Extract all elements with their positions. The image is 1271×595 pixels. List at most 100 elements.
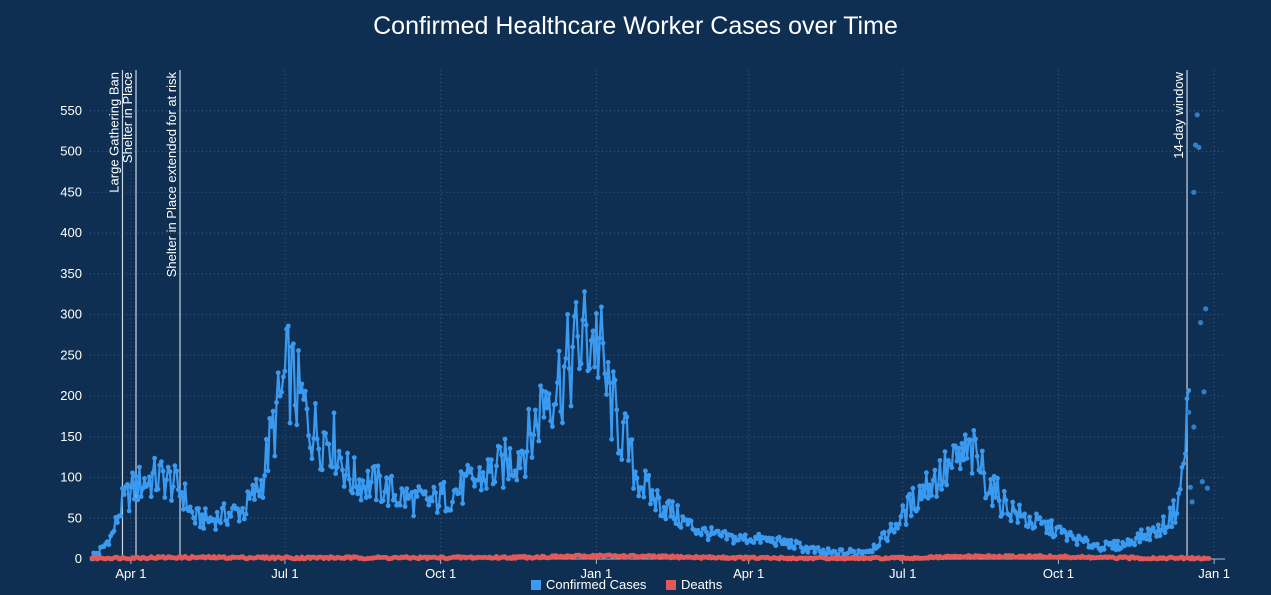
confirmed-cases-point bbox=[512, 468, 518, 474]
confirmed-cases-recent-point bbox=[1186, 409, 1192, 415]
confirmed-cases-point bbox=[1177, 486, 1183, 492]
confirmed-cases-point bbox=[392, 493, 398, 498]
confirmed-cases-point bbox=[380, 498, 386, 503]
confirmed-cases-point bbox=[592, 364, 598, 370]
confirmed-cases-point bbox=[433, 490, 438, 496]
confirmed-cases-point bbox=[192, 520, 198, 526]
confirmed-cases-point bbox=[189, 509, 195, 515]
confirmed-cases-point bbox=[453, 487, 459, 493]
confirmed-cases-point bbox=[812, 550, 818, 555]
confirmed-cases-point bbox=[1138, 527, 1144, 533]
confirmed-cases-point bbox=[472, 483, 477, 489]
confirmed-cases-point bbox=[514, 477, 520, 483]
confirmed-cases-point bbox=[548, 418, 554, 424]
confirmed-cases-point bbox=[314, 436, 320, 442]
confirmed-cases-point bbox=[573, 300, 579, 305]
confirmed-cases-point bbox=[277, 393, 283, 399]
confirmed-cases-recent-point bbox=[1199, 479, 1205, 485]
y-tick-label: 550 bbox=[60, 103, 82, 118]
confirmed-cases-point bbox=[649, 488, 655, 493]
confirmed-cases-point bbox=[529, 455, 535, 460]
confirmed-cases-point bbox=[358, 497, 364, 503]
confirmed-cases-point bbox=[815, 545, 821, 550]
confirmed-cases-point bbox=[785, 538, 790, 543]
confirmed-cases-point bbox=[179, 490, 185, 495]
confirmed-cases-point bbox=[507, 446, 513, 451]
confirmed-cases-point bbox=[698, 532, 704, 538]
confirmed-cases-point bbox=[309, 456, 315, 462]
confirmed-cases-point bbox=[932, 467, 938, 473]
confirmed-cases-point bbox=[917, 483, 922, 489]
confirmed-cases-point bbox=[563, 356, 569, 361]
confirmed-cases-point bbox=[522, 474, 528, 480]
confirmed-cases-point bbox=[313, 401, 318, 406]
confirmed-cases-point bbox=[137, 464, 142, 470]
confirmed-cases-point bbox=[839, 547, 845, 553]
confirmed-cases-point bbox=[927, 482, 933, 488]
confirmed-cases-point bbox=[373, 497, 379, 503]
confirmed-cases-point bbox=[1123, 542, 1129, 547]
confirmed-cases-point bbox=[1174, 511, 1180, 516]
confirmed-cases-point bbox=[705, 537, 711, 543]
confirmed-cases-point bbox=[675, 503, 680, 508]
confirmed-cases-point bbox=[367, 494, 372, 499]
confirmed-cases-point bbox=[709, 525, 714, 530]
confirmed-cases-point bbox=[930, 477, 936, 483]
confirmed-cases-point bbox=[269, 424, 274, 429]
confirmed-cases-point bbox=[304, 406, 310, 412]
confirmed-cases-point bbox=[375, 463, 381, 469]
confirmed-cases-point bbox=[974, 453, 980, 459]
confirmed-cases-point bbox=[150, 470, 156, 476]
confirmed-cases-point bbox=[218, 520, 224, 526]
confirmed-cases-point bbox=[942, 449, 948, 454]
confirmed-cases-point bbox=[458, 469, 464, 475]
confirmed-cases-point bbox=[412, 488, 418, 494]
x-tick-label: Apr 1 bbox=[115, 566, 146, 581]
confirmed-cases-point bbox=[214, 509, 220, 515]
confirmed-cases-point bbox=[546, 391, 552, 397]
confirmed-cases-point bbox=[702, 525, 708, 531]
confirmed-cases-point bbox=[595, 375, 601, 380]
confirmed-cases-point bbox=[1025, 524, 1031, 530]
confirmed-cases-point bbox=[1162, 530, 1168, 536]
legend-item-deaths[interactable]: Deaths bbox=[666, 577, 723, 592]
confirmed-cases-point bbox=[643, 468, 648, 474]
confirmed-cases-point bbox=[541, 414, 547, 420]
confirmed-cases-point bbox=[788, 537, 794, 543]
confirmed-cases-point bbox=[274, 400, 279, 405]
confirmed-cases-point bbox=[414, 494, 420, 499]
legend-item-confirmed-cases[interactable]: Confirmed Cases bbox=[531, 577, 647, 592]
confirmed-cases-point bbox=[952, 443, 958, 449]
confirmed-cases-point bbox=[1159, 527, 1165, 533]
confirmed-cases-point bbox=[219, 505, 225, 511]
confirmed-cases-point bbox=[275, 370, 281, 376]
confirmed-cases-point bbox=[935, 483, 941, 488]
confirmed-cases-point bbox=[957, 466, 963, 472]
confirmed-cases-point bbox=[1006, 512, 1012, 518]
confirmed-cases-point bbox=[1152, 529, 1158, 535]
confirmed-cases-point bbox=[536, 438, 542, 444]
confirmed-cases-recent-point bbox=[1194, 112, 1200, 118]
confirmed-cases-point bbox=[597, 335, 603, 341]
y-tick-label: 300 bbox=[60, 307, 82, 322]
confirmed-cases-point bbox=[1015, 520, 1021, 525]
confirmed-cases-point bbox=[582, 289, 587, 295]
confirmed-cases-point bbox=[1142, 532, 1148, 538]
confirmed-cases-point bbox=[533, 407, 538, 413]
confirmed-cases-point bbox=[301, 397, 306, 402]
confirmed-cases-point bbox=[583, 322, 589, 328]
confirmed-cases-point bbox=[939, 487, 944, 492]
confirmed-cases-point bbox=[756, 531, 762, 537]
confirmed-cases-point bbox=[962, 432, 968, 438]
confirmed-cases-point bbox=[245, 489, 251, 495]
legend[interactable]: Confirmed Cases Deaths bbox=[531, 577, 723, 592]
confirmed-cases-point bbox=[680, 514, 686, 519]
x-tick-label: Jan 1 bbox=[1198, 566, 1230, 581]
confirmed-cases-point bbox=[368, 479, 374, 485]
confirmed-cases-recent-point bbox=[1191, 189, 1197, 195]
confirmed-cases-point bbox=[307, 445, 313, 451]
confirmed-cases-point bbox=[1171, 498, 1176, 503]
confirmed-cases-point bbox=[1057, 524, 1063, 530]
confirmed-cases-point bbox=[182, 481, 188, 487]
